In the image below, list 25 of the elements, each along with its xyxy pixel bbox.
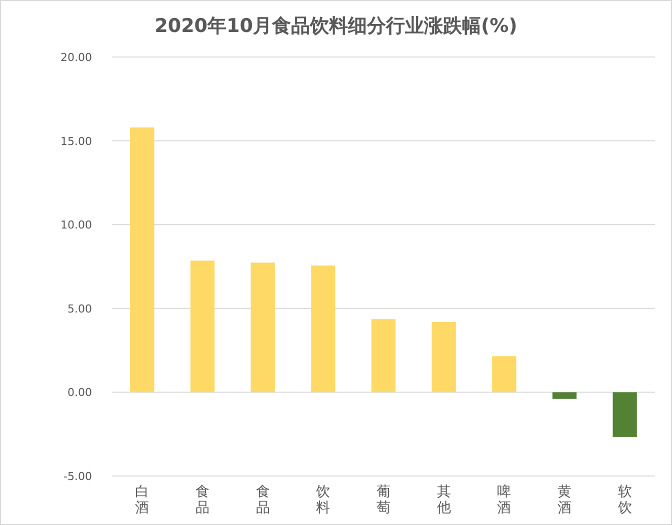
y-tick-label: 20.00: [60, 51, 92, 64]
bar: [371, 319, 396, 392]
x-tick-label: 葡萄: [376, 484, 390, 516]
bar: [250, 262, 275, 392]
bar: [492, 356, 516, 392]
y-tick-label: 10.00: [60, 218, 92, 232]
bar: [432, 322, 456, 392]
y-tick-label: 15.00: [60, 134, 92, 148]
bar: [612, 392, 637, 437]
bar: [130, 127, 154, 392]
y-tick-label: 0.00: [68, 386, 92, 400]
bar: [552, 392, 577, 399]
chart-title: 2020年10月食品饮料细分行业涨跌幅(%): [154, 15, 518, 37]
x-tick-label: 白酒: [135, 484, 150, 516]
bar: [190, 260, 215, 392]
x-tick-label: 其他: [436, 484, 451, 516]
y-tick-label: 5.00: [68, 302, 92, 316]
y-tick-label: -5.00: [64, 470, 92, 483]
x-tick-label: 食品: [196, 484, 210, 516]
x-tick-label: 食品: [256, 484, 270, 516]
x-tick-label: 饮料: [315, 484, 330, 516]
bar: [311, 265, 336, 392]
x-tick-label: 黄酒: [558, 484, 572, 516]
x-tick-label: 啤酒: [497, 484, 512, 516]
x-tick-label: 软饮: [616, 484, 632, 516]
